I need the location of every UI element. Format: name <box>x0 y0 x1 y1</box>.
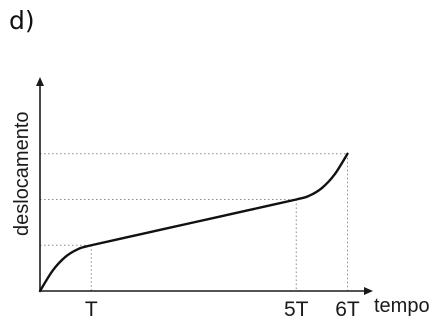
x-axis-arrow-icon <box>364 287 373 295</box>
panel-label: d) <box>9 6 35 35</box>
y-axis-arrow-icon <box>36 77 44 86</box>
x-tick-label-2: 5T <box>284 298 309 320</box>
y-axis-title: deslocamento <box>11 111 33 236</box>
x-axis-title: tempo <box>374 295 430 317</box>
x-tick-labels: T 5T 6T <box>85 298 360 320</box>
axes <box>36 77 373 295</box>
x-tick-label-3: 6T <box>335 298 360 320</box>
series-line <box>38 152 349 293</box>
guide-lines <box>40 153 348 291</box>
x-tick-label-1: T <box>85 298 98 320</box>
